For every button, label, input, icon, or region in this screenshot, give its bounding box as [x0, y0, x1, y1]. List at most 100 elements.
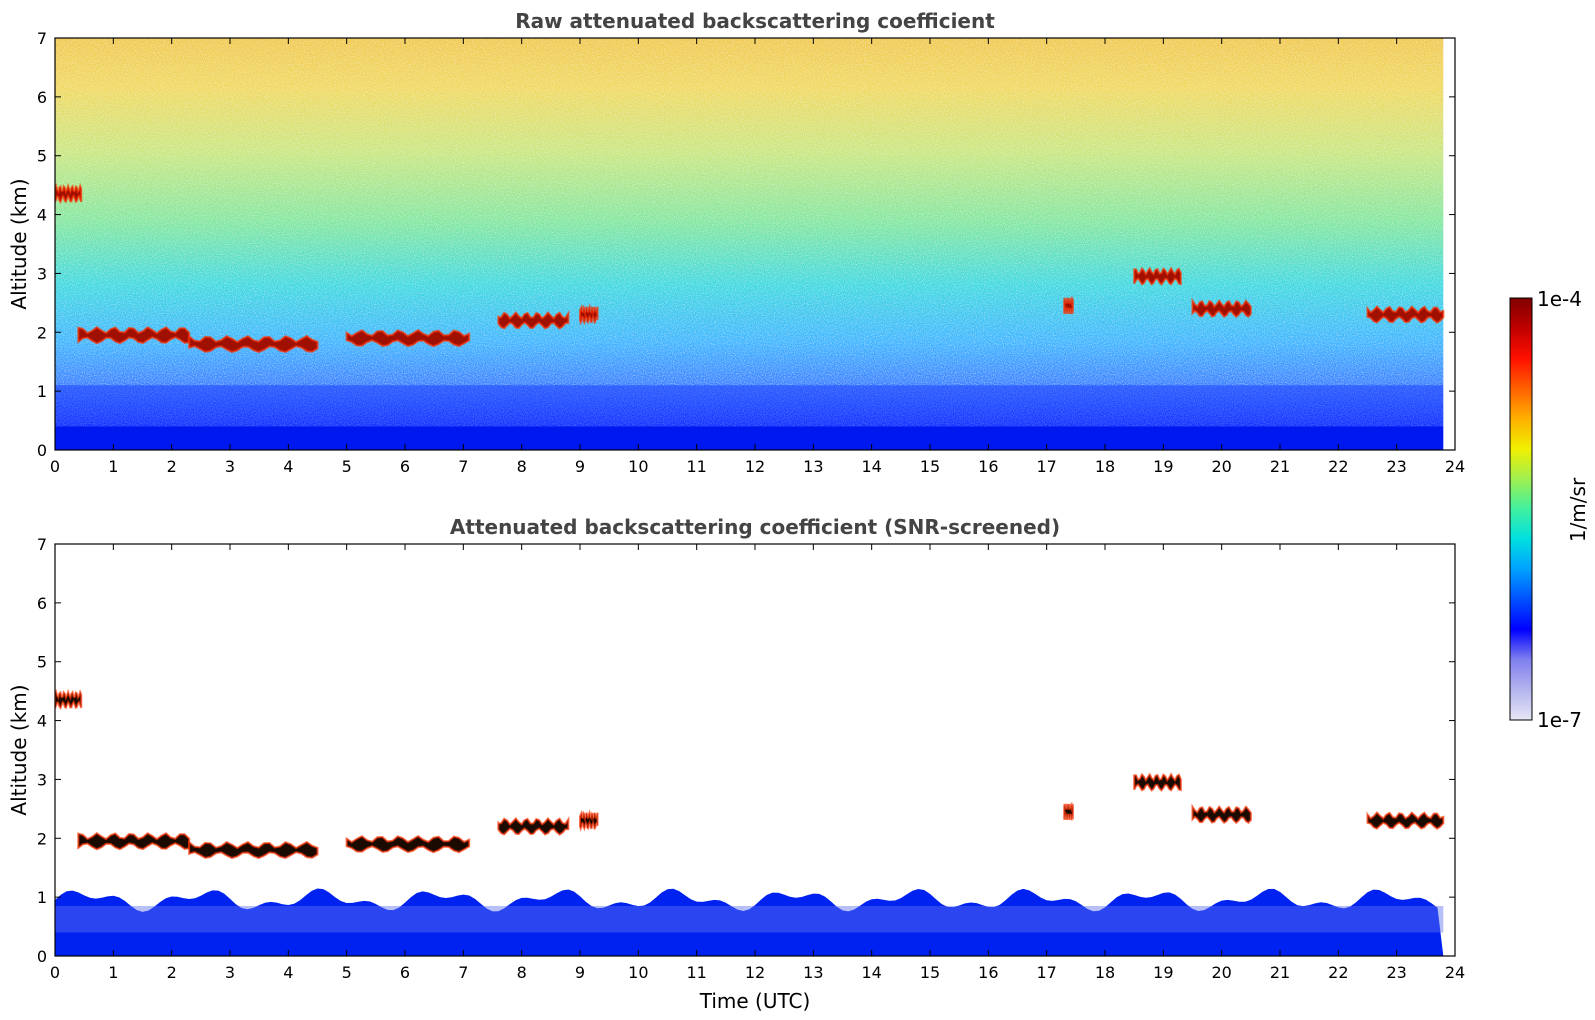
colorbar-unit-label: 1/m/sr: [1566, 477, 1590, 542]
x-tick-label: 24: [1445, 963, 1465, 982]
screened-panel-title: Attenuated backscattering coefficient (S…: [450, 515, 1060, 539]
y-tick-label: 2: [37, 323, 47, 342]
x-tick-label: 17: [1036, 457, 1056, 476]
x-tick-label: 8: [517, 963, 527, 982]
cloud-layer: [78, 327, 190, 344]
screened-ticks: 0 1 2 3 4 5 6 7 8 9 10 11 12 13 14 15 16 17 18 19 20 21 22 23 24…: [37, 535, 1465, 982]
y-tick-label: 0: [37, 441, 47, 460]
cloud-layer: [1192, 806, 1251, 823]
cloud-layer-edge: [1063, 801, 1074, 822]
cloud-layer-edge: [55, 182, 83, 204]
y-tick-label: 3: [37, 264, 47, 283]
x-tick-label: 13: [803, 963, 823, 982]
y-tick-label: 6: [37, 594, 47, 613]
y-tick-label: 7: [37, 535, 47, 554]
x-tick-label: 24: [1445, 457, 1465, 476]
screened-heatmap: [55, 688, 1445, 956]
y-tick-label: 3: [37, 770, 47, 789]
y-tick-label: 5: [37, 147, 47, 166]
x-tick-label: 18: [1095, 457, 1115, 476]
x-tick-label: 6: [400, 457, 410, 476]
x-tick-label: 19: [1153, 963, 1173, 982]
cloud-layer: [1367, 812, 1444, 829]
x-tick-label: 17: [1036, 963, 1056, 982]
screened-axes-frame: [54, 543, 1456, 957]
x-tick-label: 14: [861, 457, 881, 476]
x-tick-label: 15: [920, 457, 940, 476]
colorbar-max-label: 1e-4: [1537, 287, 1582, 311]
cloud-layer-edge: [55, 688, 83, 710]
boundary-layer-upper: [55, 905, 1444, 933]
x-tick-label: 16: [978, 963, 998, 982]
y-tick-label: 4: [37, 712, 47, 731]
colorbar-gradient: [1509, 297, 1533, 721]
cloud-layer-edge: [1133, 266, 1182, 286]
boundary-layer-transition: [55, 385, 1444, 427]
x-tick-label: 20: [1211, 963, 1231, 982]
no-data-strip: [1443, 38, 1455, 450]
cloud-layer-edge: [497, 815, 570, 836]
x-tick-label: 5: [342, 457, 352, 476]
x-tick-label: 9: [575, 457, 585, 476]
x-tick-label: 22: [1328, 963, 1348, 982]
x-tick-label: 10: [628, 457, 648, 476]
raw-heatmap: [55, 38, 1455, 450]
cloud-layer-edge: [1063, 295, 1074, 316]
y-tick-label: 1: [37, 382, 47, 401]
x-tick-label: 7: [458, 457, 468, 476]
y-tick-label: 6: [37, 88, 47, 107]
x-tick-label: 1: [108, 457, 118, 476]
cloud-layer-edge: [579, 809, 599, 832]
x-tick-label: 22: [1328, 457, 1348, 476]
x-tick-label: 10: [628, 963, 648, 982]
x-tick-label: 0: [50, 963, 60, 982]
x-tick-label: 4: [283, 457, 293, 476]
boundary-layer: [55, 888, 1444, 956]
x-tick-label: 14: [861, 963, 881, 982]
x-tick-label: 1: [108, 963, 118, 982]
panel-raw: Raw attenuated backscattering coefficien…: [7, 9, 1465, 476]
cloud-layer-edge: [1191, 803, 1252, 825]
raw-panel-title: Raw attenuated backscattering coefficien…: [515, 9, 995, 33]
cloud-layer: [189, 336, 318, 353]
x-tick-label: 0: [50, 457, 60, 476]
cloud-layer-edge: [1366, 305, 1445, 324]
cloud-layer-edge: [188, 334, 319, 354]
screened-features: [55, 688, 1445, 956]
x-tick-label: 3: [225, 963, 235, 982]
x-axis-label: Time (UTC): [699, 989, 811, 1013]
cloud-layer-edge: [1191, 297, 1252, 319]
x-tick-label: 23: [1386, 457, 1406, 476]
cloud-layer: [78, 833, 190, 850]
cloud-layer-edge: [1133, 772, 1182, 792]
raw-y-axis-label: Altitude (km): [7, 178, 31, 309]
x-tick-label: 3: [225, 457, 235, 476]
y-tick-label: 4: [37, 206, 47, 225]
x-tick-label: 6: [400, 963, 410, 982]
x-tick-label: 11: [686, 457, 706, 476]
x-tick-label: 9: [575, 963, 585, 982]
x-tick-label: 12: [745, 963, 765, 982]
x-tick-label: 20: [1211, 457, 1231, 476]
y-tick-label: 1: [37, 888, 47, 907]
raw-noise-overlay: [55, 38, 1445, 450]
raw-features: [55, 38, 1455, 450]
x-tick-label: 12: [745, 457, 765, 476]
boundary-layer: [55, 426, 1444, 450]
cloud-layer: [1367, 306, 1444, 323]
cloud-layer-edge: [188, 840, 319, 860]
panel-screened: Attenuated backscattering coefficient (S…: [7, 515, 1465, 1013]
x-tick-label: 16: [978, 457, 998, 476]
x-tick-label: 15: [920, 963, 940, 982]
cloud-layer: [1192, 300, 1251, 317]
x-tick-label: 5: [342, 963, 352, 982]
cloud-layer-edge: [345, 328, 471, 348]
y-tick-label: 7: [37, 29, 47, 48]
x-tick-label: 7: [458, 963, 468, 982]
cloud-layer: [189, 842, 318, 859]
y-tick-label: 0: [37, 947, 47, 966]
screened-y-axis-label: Altitude (km): [7, 684, 31, 815]
y-tick-label: 5: [37, 653, 47, 672]
x-tick-label: 23: [1386, 963, 1406, 982]
